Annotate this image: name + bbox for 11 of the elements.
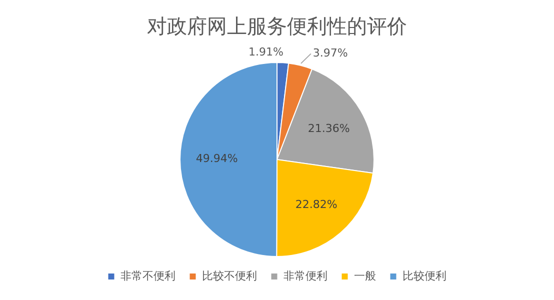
legend-label: 非常不便利 xyxy=(120,269,176,282)
data-label: 3.97% xyxy=(312,46,348,60)
legend-label: 比较不便利 xyxy=(202,269,257,282)
legend-label: 非常便利 xyxy=(283,269,328,282)
data-label: 1.91% xyxy=(248,46,284,59)
data-label: 49.94% xyxy=(196,152,238,166)
legend-label: 一般 xyxy=(354,269,376,282)
data-label: 21.36% xyxy=(308,122,350,135)
legend-label: 比较便利 xyxy=(402,269,446,282)
chart-title: 对政府网上服务便利性的评价 xyxy=(147,14,407,38)
data-label: 22.82% xyxy=(295,198,338,211)
